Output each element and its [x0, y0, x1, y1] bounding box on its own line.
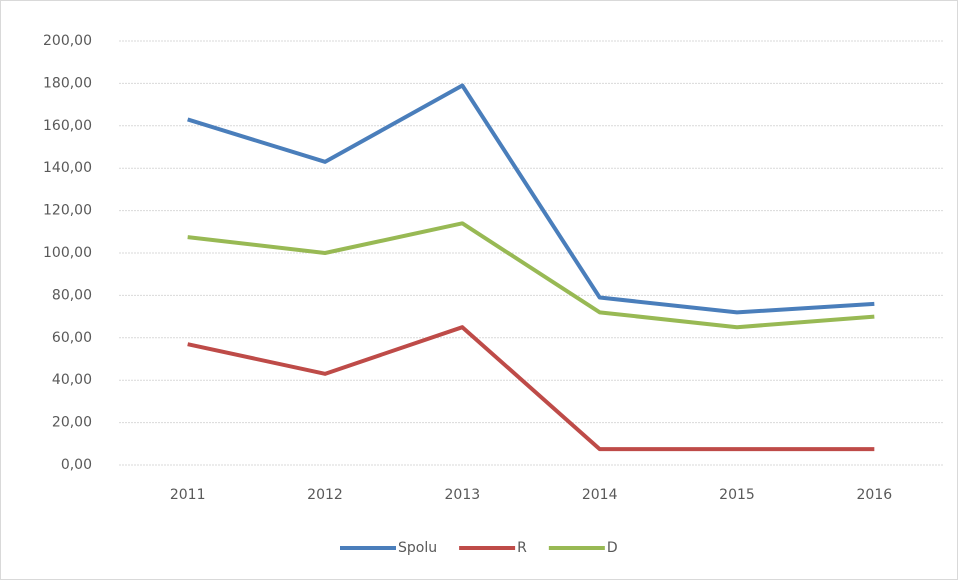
x-tick-label: 2011 — [170, 487, 206, 503]
y-tick-label: 120,00 — [43, 203, 92, 219]
y-tick-label: 60,00 — [52, 330, 92, 346]
y-tick-label: 160,00 — [43, 118, 92, 134]
x-tick-label: 2014 — [582, 487, 618, 503]
y-tick-label: 0,00 — [61, 457, 92, 473]
series-line — [187, 221, 875, 330]
y-tick-label: 40,00 — [52, 372, 92, 388]
y-tick-label: 200,00 — [43, 33, 92, 49]
legend-label: Spolu — [398, 540, 437, 556]
series-line — [187, 83, 875, 315]
y-tick-label: 180,00 — [43, 75, 92, 91]
y-tick-label: 80,00 — [52, 287, 92, 303]
x-tick-label: 2013 — [445, 487, 481, 503]
legend-label: D — [607, 540, 618, 556]
y-tick-label: 140,00 — [43, 160, 92, 176]
x-tick-label: 2015 — [719, 487, 755, 503]
legend-label: R — [517, 540, 527, 556]
x-tick-label: 2012 — [307, 487, 343, 503]
series-line — [187, 325, 875, 452]
y-tick-label: 100,00 — [43, 245, 92, 261]
y-tick-label: 20,00 — [52, 415, 92, 431]
x-tick-label: 2016 — [857, 487, 893, 503]
